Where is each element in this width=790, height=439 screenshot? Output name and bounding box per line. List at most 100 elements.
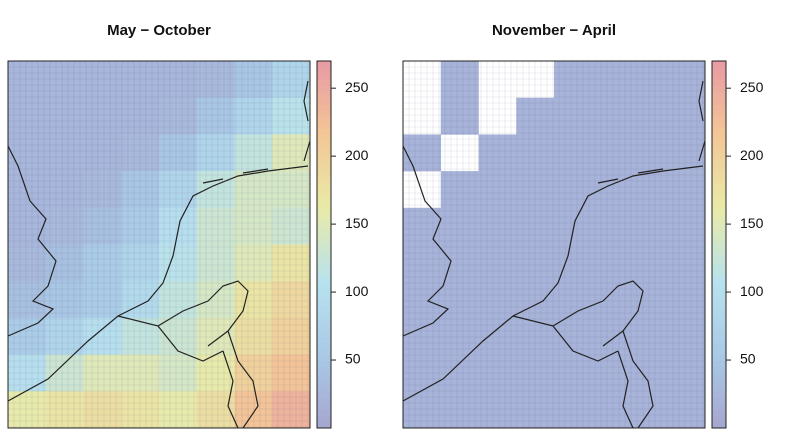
- cell: [629, 171, 668, 209]
- colorbar-step: [317, 140, 331, 148]
- colorbar-step: [317, 128, 331, 135]
- cell: [8, 171, 47, 209]
- colorbar-step: [712, 79, 726, 86]
- colorbar-step: [712, 391, 726, 398]
- cell: [516, 171, 555, 209]
- colorbar-tick-label: 250: [345, 79, 369, 95]
- cell: [591, 281, 630, 319]
- colorbar-step: [317, 317, 331, 325]
- cell: [403, 281, 442, 319]
- colorbar-step: [712, 220, 726, 227]
- cell: [121, 317, 160, 355]
- cell: [8, 281, 47, 319]
- cell: [159, 354, 198, 392]
- cell: [440, 244, 479, 282]
- cell: [272, 207, 311, 245]
- colorbar-step: [317, 122, 331, 129]
- colorbar-step: [317, 164, 331, 172]
- colorbar-tick-label: 100: [740, 283, 764, 299]
- colorbar-step: [317, 220, 331, 227]
- colorbar-step: [712, 275, 726, 282]
- colorbar-step: [317, 342, 331, 349]
- cell: [196, 97, 235, 135]
- cell: [667, 61, 706, 98]
- cell: [83, 207, 122, 245]
- cell: [121, 354, 160, 392]
- colorbar-step: [712, 366, 726, 374]
- panel-title: November − April: [492, 22, 616, 39]
- colorbar-step: [317, 91, 331, 99]
- colorbar-step: [317, 299, 331, 307]
- colorbar-tick-label: 100: [345, 283, 369, 299]
- colorbar-step: [317, 293, 331, 301]
- cell: [121, 97, 160, 135]
- cell: [554, 354, 593, 392]
- cell: [629, 244, 668, 282]
- cell: [516, 244, 555, 282]
- colorbar-step: [712, 122, 726, 129]
- cell: [554, 134, 593, 172]
- cell: [478, 244, 517, 282]
- cell: [83, 281, 122, 319]
- cell: [591, 244, 630, 282]
- colorbar-step: [712, 409, 726, 417]
- colorbar-step: [317, 360, 331, 368]
- cell: [272, 281, 311, 319]
- cell: [234, 97, 273, 135]
- colorbar-step: [317, 336, 331, 343]
- colorbar-step: [317, 385, 331, 392]
- colorbar-tick-label: 200: [740, 147, 764, 163]
- cell: [159, 281, 198, 319]
- cell: [272, 61, 311, 98]
- colorbar-step: [712, 305, 726, 313]
- cell: [196, 317, 235, 355]
- colorbar-step: [712, 85, 726, 93]
- colorbar-step: [712, 311, 726, 319]
- cell: [8, 97, 47, 135]
- cell: [45, 317, 84, 355]
- cell: [234, 171, 273, 209]
- colorbar-step: [712, 128, 726, 135]
- colorbar-step: [317, 348, 331, 356]
- colorbar-step: [712, 164, 726, 172]
- colorbar-step: [712, 336, 726, 343]
- colorbar-step: [712, 213, 726, 221]
- cell: [159, 61, 198, 98]
- cell: [516, 391, 555, 429]
- colorbar-step: [317, 305, 331, 313]
- cell: [196, 134, 235, 172]
- colorbar-step: [317, 403, 331, 411]
- cell: [403, 317, 442, 355]
- cell: [45, 134, 84, 172]
- cell: [478, 171, 517, 209]
- colorbar-step: [712, 421, 726, 429]
- cell: [667, 97, 706, 135]
- cell: [121, 244, 160, 282]
- cell: [234, 134, 273, 172]
- colorbar-step: [712, 189, 726, 197]
- colorbar-step: [712, 397, 726, 405]
- cell: [196, 207, 235, 245]
- cell: [516, 207, 555, 245]
- cell: [478, 207, 517, 245]
- cell: [121, 281, 160, 319]
- colorbar-step: [712, 348, 726, 356]
- colorbar-step: [317, 354, 331, 362]
- cell: [440, 61, 479, 98]
- colorbar-step: [317, 152, 331, 160]
- cell: [159, 134, 198, 172]
- colorbar-step: [317, 244, 331, 252]
- colorbar-step: [712, 244, 726, 252]
- colorbar-step: [712, 207, 726, 215]
- panel-frame: [7, 60, 311, 429]
- cell: [667, 171, 706, 209]
- cell: [554, 171, 593, 209]
- colorbar-step: [712, 226, 726, 233]
- cell: [629, 134, 668, 172]
- colorbar-step: [317, 103, 331, 111]
- cell: [8, 134, 47, 172]
- colorbar-step: [317, 397, 331, 405]
- colorbar-step: [712, 403, 726, 411]
- cell: [478, 134, 517, 172]
- cell: [516, 97, 555, 135]
